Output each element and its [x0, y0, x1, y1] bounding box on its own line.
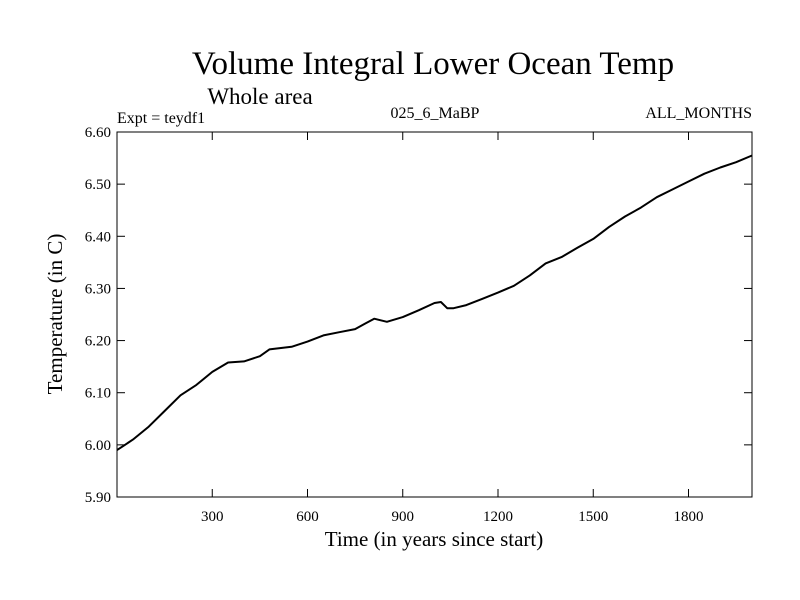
months-label: ALL_MONTHS	[645, 105, 752, 122]
x-tick-label: 900	[392, 509, 415, 525]
y-axis-ticks: 5.90 6.00 6.10 6.20 6.30 6.40 6.50 6.60	[85, 125, 752, 506]
y-tick-label: 6.60	[85, 125, 111, 141]
y-tick-label: 6.30	[85, 281, 111, 297]
plot-frame	[116, 131, 753, 498]
x-tick-label: 1800	[674, 509, 704, 525]
x-tick-label: 1200	[483, 509, 513, 525]
series-line	[116, 154, 753, 451]
expt-label: Expt = teydf1	[117, 110, 205, 127]
x-axis-label: Time (in years since start)	[325, 527, 544, 551]
y-axis-label: Temperature (in C)	[43, 234, 67, 395]
x-axis-ticks: 300 600 900 1200 1500 1800	[201, 132, 704, 525]
y-tick-label: 6.00	[85, 438, 111, 454]
run-label: 025_6_MaBP	[391, 105, 480, 122]
y-tick-label: 5.90	[85, 490, 111, 506]
y-tick-label: 6.10	[85, 386, 111, 402]
x-tick-label: 1500	[578, 509, 608, 525]
y-tick-label: 6.40	[85, 229, 111, 245]
chart-title: Volume Integral Lower Ocean Temp	[192, 46, 674, 82]
chart-subtitle: Whole area	[207, 84, 312, 109]
x-tick-label: 300	[201, 509, 224, 525]
y-tick-label: 6.50	[85, 177, 111, 193]
y-tick-label: 6.20	[85, 334, 111, 350]
x-tick-label: 600	[296, 509, 319, 525]
